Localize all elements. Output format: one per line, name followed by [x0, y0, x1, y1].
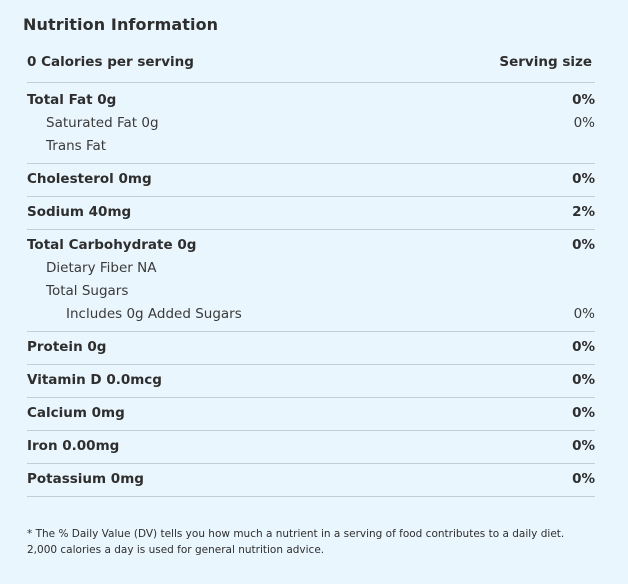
nutrient-group: Vitamin D 0.0mcg 0%	[27, 365, 595, 398]
daily-value-percent: 0%	[572, 438, 595, 454]
nutrient-label: Cholesterol 0mg	[27, 171, 152, 187]
nutrient-table: Total Fat 0g 0% Saturated Fat 0g 0% Trans Fa…	[27, 85, 595, 497]
nutrient-label: Total Carbohydrate 0g	[27, 237, 197, 253]
daily-value-footnote: * The % Daily Value (DV) tells you how m…	[27, 528, 565, 556]
nutrient-row: Total Carbohydrate 0g 0%	[27, 234, 595, 257]
nutrient-label: Vitamin D 0.0mcg	[27, 372, 162, 388]
nutrient-row: Potassium 0mg 0%	[27, 468, 595, 491]
nutrient-group: Calcium 0mg 0%	[27, 398, 595, 431]
daily-value-percent: 0%	[572, 237, 595, 253]
nutrient-row: Trans Fat	[27, 135, 595, 158]
nutrient-label: Saturated Fat 0g	[46, 115, 159, 131]
nutrient-group: Protein 0g 0%	[27, 332, 595, 365]
nutrient-row: Cholesterol 0mg 0%	[27, 168, 595, 191]
nutrient-row: Total Sugars	[27, 280, 595, 303]
page-title: Nutrition Information	[23, 15, 219, 34]
nutrient-row: Calcium 0mg 0%	[27, 402, 595, 425]
nutrient-row: Iron 0.00mg 0%	[27, 435, 595, 458]
nutrient-label: Trans Fat	[46, 138, 107, 154]
nutrient-row: Total Fat 0g 0%	[27, 89, 595, 112]
nutrient-label: Sodium 40mg	[27, 204, 132, 220]
daily-value-percent: 0%	[572, 372, 595, 388]
nutrient-row: Includes 0g Added Sugars 0%	[27, 303, 595, 326]
nutrient-group: Iron 0.00mg 0%	[27, 431, 595, 464]
nutrient-label: Protein 0g	[27, 339, 107, 355]
nutrient-row: Vitamin D 0.0mcg 0%	[27, 369, 595, 392]
header-divider	[27, 82, 595, 83]
nutrient-row: Protein 0g 0%	[27, 336, 595, 359]
nutrient-label: Potassium 0mg	[27, 471, 144, 487]
nutrient-row: Sodium 40mg 2%	[27, 201, 595, 224]
nutrient-label: Calcium 0mg	[27, 405, 125, 421]
nutrient-group: Sodium 40mg 2%	[27, 197, 595, 230]
nutrient-group: Potassium 0mg 0%	[27, 464, 595, 497]
nutrient-row: Saturated Fat 0g 0%	[27, 112, 595, 135]
calories-per-serving: 0 Calories per serving	[27, 54, 194, 70]
daily-value-percent: 0%	[572, 171, 595, 187]
nutrient-label: Iron 0.00mg	[27, 438, 120, 454]
nutrient-group: Total Carbohydrate 0g 0% Dietary Fiber NA T…	[27, 230, 595, 332]
daily-value-percent: 0%	[572, 471, 595, 487]
nutrient-label: Includes 0g Added Sugars	[66, 306, 242, 322]
daily-value-percent: 2%	[572, 204, 595, 220]
serving-size-label: Serving size	[499, 54, 592, 70]
daily-value-percent: 0%	[572, 405, 595, 421]
daily-value-percent: 0%	[572, 339, 595, 355]
nutrient-group: Cholesterol 0mg 0%	[27, 164, 595, 197]
nutrient-row: Dietary Fiber NA	[27, 257, 595, 280]
nutrient-label: Total Fat 0g	[27, 92, 117, 108]
daily-value-percent: 0%	[572, 92, 595, 108]
nutrient-label: Dietary Fiber NA	[46, 260, 157, 276]
daily-value-percent: 0%	[573, 306, 595, 322]
daily-value-percent: 0%	[573, 115, 595, 131]
nutrient-group: Total Fat 0g 0% Saturated Fat 0g 0% Trans Fa…	[27, 85, 595, 164]
nutrient-label: Total Sugars	[46, 283, 129, 299]
